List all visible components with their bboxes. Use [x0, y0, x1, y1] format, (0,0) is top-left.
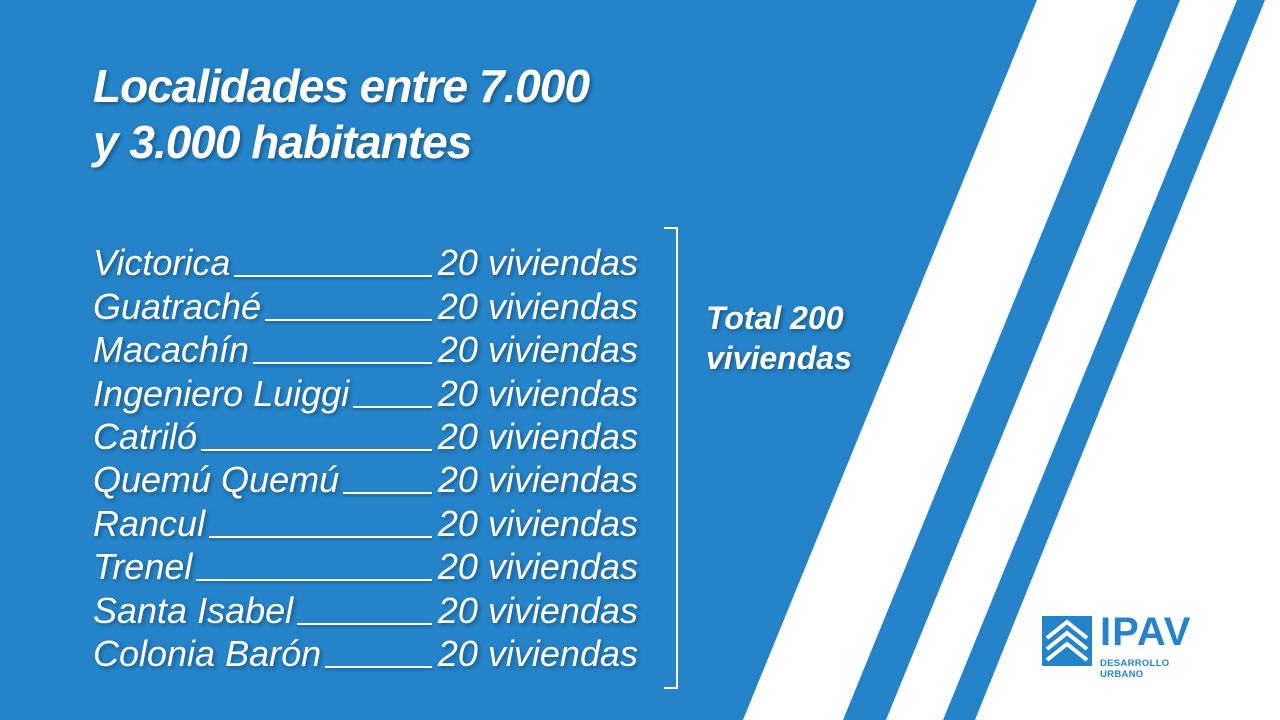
- list-item: Trenel 20 viviendas: [93, 545, 638, 588]
- list-item: Santa Isabel 20 viviendas: [93, 588, 638, 631]
- stripe-edge: [975, 0, 1280, 720]
- locality-name: Colonia Barón: [93, 632, 322, 674]
- locality-name: Trenel: [93, 546, 193, 588]
- logo-subtitle: DESARROLLO URBANO: [1100, 658, 1170, 680]
- locality-name: Ingeniero Luiggi: [93, 372, 350, 414]
- page-title: Localidades entre 7.000 y 3.000 habitant…: [93, 58, 590, 170]
- housing-count: 20 viviendas: [437, 329, 638, 371]
- housing-count: 20 viviendas: [437, 589, 638, 631]
- leader-line: [201, 448, 432, 451]
- locality-name: Macachín: [93, 329, 250, 371]
- list-item: Quemú Quemú 20 viviendas: [93, 458, 638, 501]
- leader-line: [253, 362, 432, 365]
- ipav-logo: IPAV DESARROLLO URBANO: [1042, 610, 1212, 680]
- title-line-2: y 3.000 habitantes: [93, 116, 472, 168]
- housing-count: 20 viviendas: [437, 632, 638, 674]
- leader-line: [196, 579, 432, 582]
- leader-line: [325, 665, 432, 668]
- leader-line: [265, 318, 432, 321]
- locality-name: Catriló: [93, 415, 198, 457]
- list-item: Macachín 20 viviendas: [93, 328, 638, 371]
- leader-line: [209, 535, 432, 538]
- list-item: Colonia Barón 20 viviendas: [93, 632, 638, 675]
- housing-count: 20 viviendas: [437, 415, 638, 457]
- list-item: Ingeniero Luiggi 20 viviendas: [93, 371, 638, 414]
- total-label: Total 200 viviendas: [706, 298, 852, 378]
- housing-count: 20 viviendas: [437, 546, 638, 588]
- locality-name: Santa Isabel: [93, 589, 294, 631]
- housing-count: 20 viviendas: [437, 502, 638, 544]
- total-line-1: Total 200: [706, 300, 844, 336]
- housing-count: 20 viviendas: [437, 372, 638, 414]
- house-chevron-icon: [1042, 616, 1092, 666]
- stripe-narrow: [886, 0, 1237, 720]
- leader-line: [297, 622, 432, 625]
- stripe-wide: [743, 0, 1137, 720]
- leader-line: [234, 275, 432, 278]
- total-line-2: viviendas: [706, 340, 852, 376]
- housing-count: 20 viviendas: [437, 242, 638, 284]
- grouping-bracket: [664, 227, 678, 689]
- housing-count: 20 viviendas: [437, 459, 638, 501]
- locality-name: Victorica: [93, 242, 231, 284]
- list-item: Rancul 20 viviendas: [93, 501, 638, 544]
- list-item: Guatraché 20 viviendas: [93, 284, 638, 327]
- locality-name: Quemú Quemú: [93, 459, 340, 501]
- logo-name: IPAV: [1100, 610, 1192, 654]
- leader-line: [353, 405, 432, 408]
- locality-list: Victorica 20 viviendas Guatraché 20 vivien…: [93, 241, 638, 675]
- locality-name: Guatraché: [93, 285, 262, 327]
- leader-line: [343, 492, 432, 495]
- title-line-1: Localidades entre 7.000: [93, 60, 590, 112]
- list-item: Victorica 20 viviendas: [93, 241, 638, 284]
- housing-count: 20 viviendas: [437, 285, 638, 327]
- list-item: Catriló 20 viviendas: [93, 415, 638, 458]
- locality-name: Rancul: [93, 502, 206, 544]
